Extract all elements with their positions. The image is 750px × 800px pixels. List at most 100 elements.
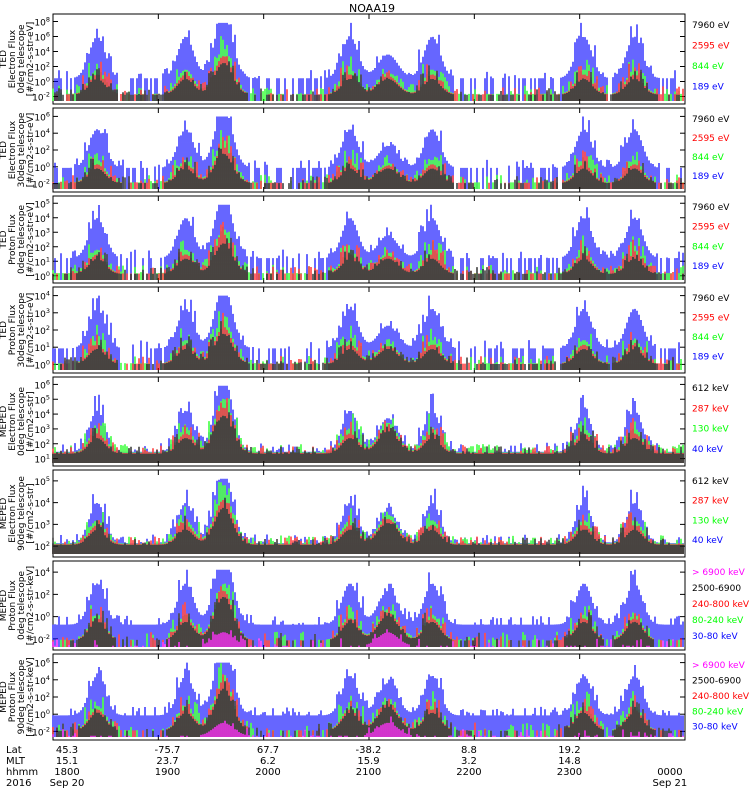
- legend-4-1: 7960 eV: [692, 294, 730, 304]
- legend-4-4: 189 eV: [692, 352, 725, 362]
- y-tick-label: 100: [34, 611, 50, 624]
- legend-8-4: 80-240 keV: [692, 707, 744, 717]
- legend-3-2: 2595 eV: [692, 223, 730, 233]
- y-tick-label: 102: [34, 324, 50, 337]
- y-tick-label: 10-2: [32, 725, 50, 738]
- footer-lat-label: -38.2: [356, 745, 382, 756]
- legend-6-1: 612 keV: [692, 477, 729, 487]
- footer-lat-label: -75.7: [155, 745, 181, 756]
- legend-7-1: > 6900 keV: [692, 568, 746, 578]
- y-tick-label: 104: [34, 212, 50, 225]
- footer-hhmm-label: 2100: [356, 767, 381, 778]
- y-tick-label: 105: [34, 475, 50, 488]
- y-tick-label: 102: [34, 438, 50, 451]
- legend-7-4: 80-240 keV: [692, 616, 744, 626]
- footer-date-label: Sep 20: [50, 778, 85, 789]
- legend-4-3: 844 eV: [692, 333, 725, 343]
- legend-1-1: 7960 eV: [692, 21, 730, 31]
- legend-6-2: 287 keV: [692, 497, 729, 507]
- y-tick-label: 106: [34, 110, 50, 123]
- y-tick-label: 101: [34, 341, 50, 354]
- legend-8-3: 240-800 keV: [692, 692, 750, 702]
- legend-3-3: 844 eV: [692, 242, 725, 252]
- series-8--6900-kev: [52, 716, 684, 737]
- y-axis-label: MEPEDProton Flux0deg telescope[#/cm2-s-s…: [0, 566, 36, 645]
- y-tick-label: 105: [34, 393, 50, 406]
- y-tick-label: 104: [34, 290, 50, 303]
- chart-title: NOAA19: [349, 2, 395, 15]
- y-tick-label: 103: [34, 518, 50, 531]
- footer-hhmm-label: 2200: [456, 767, 481, 778]
- series-6-612-kev: [52, 497, 684, 554]
- y-tick-label: 100: [34, 76, 50, 89]
- y-tick-label: 104: [34, 408, 50, 421]
- legend-2-2: 2595 eV: [692, 134, 730, 144]
- y-tick-label: 104: [34, 566, 50, 579]
- footer-lat-label: 8.8: [461, 745, 477, 756]
- y-axis-label: MEPEDElectron Flux90deg telescope[#/cm2-…: [0, 476, 36, 551]
- footer-lat-label: 45.3: [56, 745, 78, 756]
- footer-hhmm-label: 1900: [155, 767, 180, 778]
- legend-8-1: > 6900 keV: [692, 661, 746, 671]
- footer-hhmm-label: 1800: [54, 767, 79, 778]
- y-tick-label: 104: [34, 497, 50, 510]
- legend-7-3: 240-800 keV: [692, 600, 750, 610]
- y-tick-label: 100: [34, 358, 50, 371]
- legend-1-3: 844 eV: [692, 62, 725, 72]
- footer-mlt-label: 15.1: [56, 756, 78, 767]
- y-tick-label: 103: [34, 226, 50, 239]
- series-7-80-240-kev: [60, 583, 680, 647]
- y-axis-label: TEDProton Flux30deg telescope[#/cm2-s-st…: [0, 292, 36, 367]
- series-2-7960-ev: [52, 147, 682, 189]
- footer-row-label: MLT: [6, 756, 26, 767]
- y-tick-label: 108: [34, 16, 50, 29]
- legend-2-3: 844 eV: [692, 153, 725, 163]
- y-tick-label: 104: [34, 127, 50, 140]
- series-3-7960-ev: [52, 237, 684, 280]
- legend-3-1: 7960 eV: [692, 203, 730, 213]
- legend-8-2: 2500-6900: [692, 676, 741, 686]
- y-tick-label: 103: [34, 423, 50, 436]
- footer-hhmm-label: 0000: [657, 767, 682, 778]
- y-axis-label: TEDElectron Flux30deg telescope[#/cm2-s-…: [0, 112, 36, 187]
- footer-row-label: Lat: [6, 745, 22, 756]
- legend-5-3: 130 keV: [692, 425, 729, 435]
- y-axis-label: TEDProton Flux0deg telescope[#/cm2-s-str…: [0, 202, 36, 277]
- footer-mlt-label: 15.9: [357, 756, 379, 767]
- y-tick-label: 102: [34, 588, 50, 601]
- legend-2-1: 7960 eV: [692, 115, 730, 125]
- legend-5-4: 40 keV: [692, 445, 724, 455]
- footer-mlt-label: 3.2: [461, 756, 477, 767]
- y-tick-label: 100: [34, 708, 50, 721]
- y-tick-label: 102: [34, 540, 50, 553]
- y-tick-label: 101: [34, 453, 50, 466]
- footer-hhmm-label: 2300: [557, 767, 582, 778]
- y-tick-label: 104: [34, 674, 50, 687]
- footer-mlt-label: 14.8: [558, 756, 580, 767]
- legend-5-1: 612 keV: [692, 384, 729, 394]
- y-tick-label: 103: [34, 307, 50, 320]
- legend-4-2: 2595 eV: [692, 313, 730, 323]
- y-tick-label: 104: [34, 46, 50, 59]
- y-tick-label: 106: [34, 657, 50, 670]
- footer-lat-label: 67.7: [257, 745, 279, 756]
- legend-6-4: 40 keV: [692, 536, 724, 546]
- y-tick-label: 102: [34, 144, 50, 157]
- legend-3-4: 189 eV: [692, 262, 725, 272]
- legend-1-2: 2595 eV: [692, 42, 730, 52]
- series-4-7960-ev: [60, 321, 674, 370]
- footer-row-label: 2016: [6, 778, 31, 789]
- y-tick-label: 106: [34, 378, 50, 391]
- y-tick-label: 100: [34, 270, 50, 283]
- y-axis-label: MEPEDElectron Flux0deg telescope[#/cm2-s…: [0, 387, 36, 457]
- footer-mlt-label: 6.2: [260, 756, 276, 767]
- legend-7-2: 2500-6900: [692, 584, 741, 594]
- legend-5-2: 287 keV: [692, 404, 729, 414]
